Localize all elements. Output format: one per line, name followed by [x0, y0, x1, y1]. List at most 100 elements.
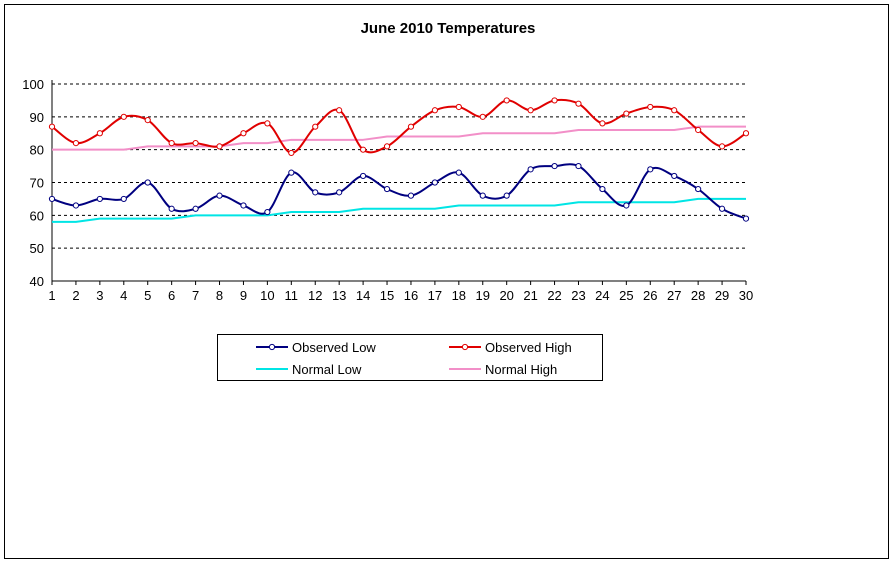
x-tick-label-10: 10 [260, 288, 274, 303]
x-tick-label-1: 1 [48, 288, 55, 303]
x-tick-label-17: 17 [428, 288, 442, 303]
point-observed-low-22 [551, 162, 558, 170]
point-observed-high-10 [264, 120, 271, 127]
y-tick-label-40: 40 [30, 274, 44, 289]
x-tick-label-19: 19 [476, 288, 490, 303]
point-observed-high-20 [503, 97, 510, 104]
point-observed-high-15 [383, 143, 391, 150]
y-tick-label-70: 70 [30, 176, 44, 191]
point-observed-high-27 [671, 107, 678, 114]
point-observed-low-29 [718, 205, 726, 212]
point-observed-high-7 [192, 140, 199, 147]
legend-label-observed-high: Observed High [485, 339, 572, 355]
point-observed-high-3 [96, 130, 103, 137]
series-line-normal-low [52, 197, 746, 223]
x-tick-label-23: 23 [571, 288, 585, 303]
x-tick-label-12: 12 [308, 288, 322, 303]
y-tick-label-90: 90 [30, 110, 44, 125]
x-tick-label-2: 2 [72, 288, 79, 303]
point-observed-low-14 [360, 172, 367, 180]
point-observed-high-16 [407, 123, 415, 130]
x-tick-label-7: 7 [192, 288, 199, 303]
point-observed-high-17 [431, 107, 438, 114]
point-observed-high-24 [599, 120, 606, 127]
x-tick-label-20: 20 [499, 288, 513, 303]
x-tick-label-22: 22 [547, 288, 561, 303]
x-tick-label-26: 26 [643, 288, 657, 303]
point-observed-low-23 [575, 162, 582, 170]
x-tick-label-5: 5 [144, 288, 151, 303]
point-observed-high-29 [718, 143, 726, 150]
legend-swatch-normal-low [256, 368, 288, 370]
point-observed-low-6 [168, 205, 175, 212]
x-tick-label-27: 27 [667, 288, 681, 303]
legend-label-normal-high: Normal High [485, 361, 558, 377]
x-tick-label-25: 25 [619, 288, 633, 303]
y-tick-label-100: 100 [22, 77, 44, 92]
point-observed-high-8 [216, 143, 223, 150]
legend-item-normal-high: Normal High [449, 359, 557, 379]
x-tick-label-3: 3 [96, 288, 103, 303]
point-observed-low-10 [264, 208, 271, 216]
point-observed-low-18 [455, 169, 462, 176]
point-observed-low-11 [288, 169, 295, 176]
point-observed-high-1 [48, 123, 56, 130]
point-observed-high-13 [336, 107, 343, 114]
x-tick-label-8: 8 [216, 288, 223, 303]
x-tick-label-24: 24 [595, 288, 609, 303]
point-observed-low-5 [144, 179, 151, 186]
point-observed-high-12 [312, 123, 319, 130]
point-observed-low-9 [240, 202, 247, 209]
x-tick-label-4: 4 [120, 288, 127, 303]
point-observed-low-16 [407, 192, 415, 199]
y-tick-label-80: 80 [30, 143, 44, 158]
x-tick-label-6: 6 [168, 288, 175, 303]
point-observed-low-30 [742, 215, 750, 222]
legend-swatch-observed-low [256, 343, 288, 351]
legend-swatch-observed-high [449, 343, 481, 351]
chart-title: June 2010 Temperatures [360, 20, 536, 37]
x-tick-label-14: 14 [356, 288, 370, 303]
point-observed-low-20 [503, 192, 510, 199]
point-observed-low-13 [336, 189, 343, 196]
point-observed-high-26 [647, 103, 654, 111]
point-observed-high-9 [240, 130, 247, 137]
series-line-observed-low [51, 163, 747, 220]
point-observed-high-2 [72, 140, 80, 147]
point-observed-low-2 [72, 202, 80, 209]
point-observed-low-26 [647, 166, 654, 173]
x-tick-label-15: 15 [380, 288, 394, 303]
point-observed-low-21 [527, 166, 534, 173]
point-observed-low-27 [671, 172, 678, 180]
x-tick-label-9: 9 [240, 288, 247, 303]
point-observed-high-21 [527, 107, 534, 114]
x-tick-label-30: 30 [739, 288, 753, 303]
point-observed-low-7 [192, 205, 199, 212]
legend-item-observed-low: Observed Low [256, 337, 376, 357]
point-observed-high-5 [144, 117, 151, 124]
point-observed-low-4 [120, 195, 127, 203]
x-tick-label-18: 18 [452, 288, 466, 303]
y-tick-label-60: 60 [30, 208, 44, 223]
point-observed-low-1 [48, 195, 56, 203]
point-observed-high-30 [742, 130, 750, 137]
x-tick-label-11: 11 [285, 288, 299, 303]
point-observed-low-8 [216, 192, 223, 199]
point-observed-low-28 [695, 185, 702, 193]
x-tick-label-21: 21 [523, 288, 537, 303]
point-observed-high-23 [575, 100, 582, 107]
legend-label-observed-low: Observed Low [292, 339, 376, 355]
x-tick-label-16: 16 [404, 288, 418, 303]
x-tick-label-13: 13 [332, 288, 346, 303]
point-observed-low-19 [479, 192, 486, 199]
point-observed-low-25 [623, 202, 630, 209]
legend-label-normal-low: Normal Low [292, 361, 362, 377]
point-observed-high-4 [120, 113, 127, 120]
point-observed-low-17 [431, 179, 438, 186]
point-observed-high-22 [551, 97, 558, 104]
point-observed-high-25 [623, 110, 630, 117]
point-observed-high-28 [695, 126, 702, 134]
series-line-observed-high [51, 98, 747, 154]
point-observed-high-11 [288, 149, 295, 157]
